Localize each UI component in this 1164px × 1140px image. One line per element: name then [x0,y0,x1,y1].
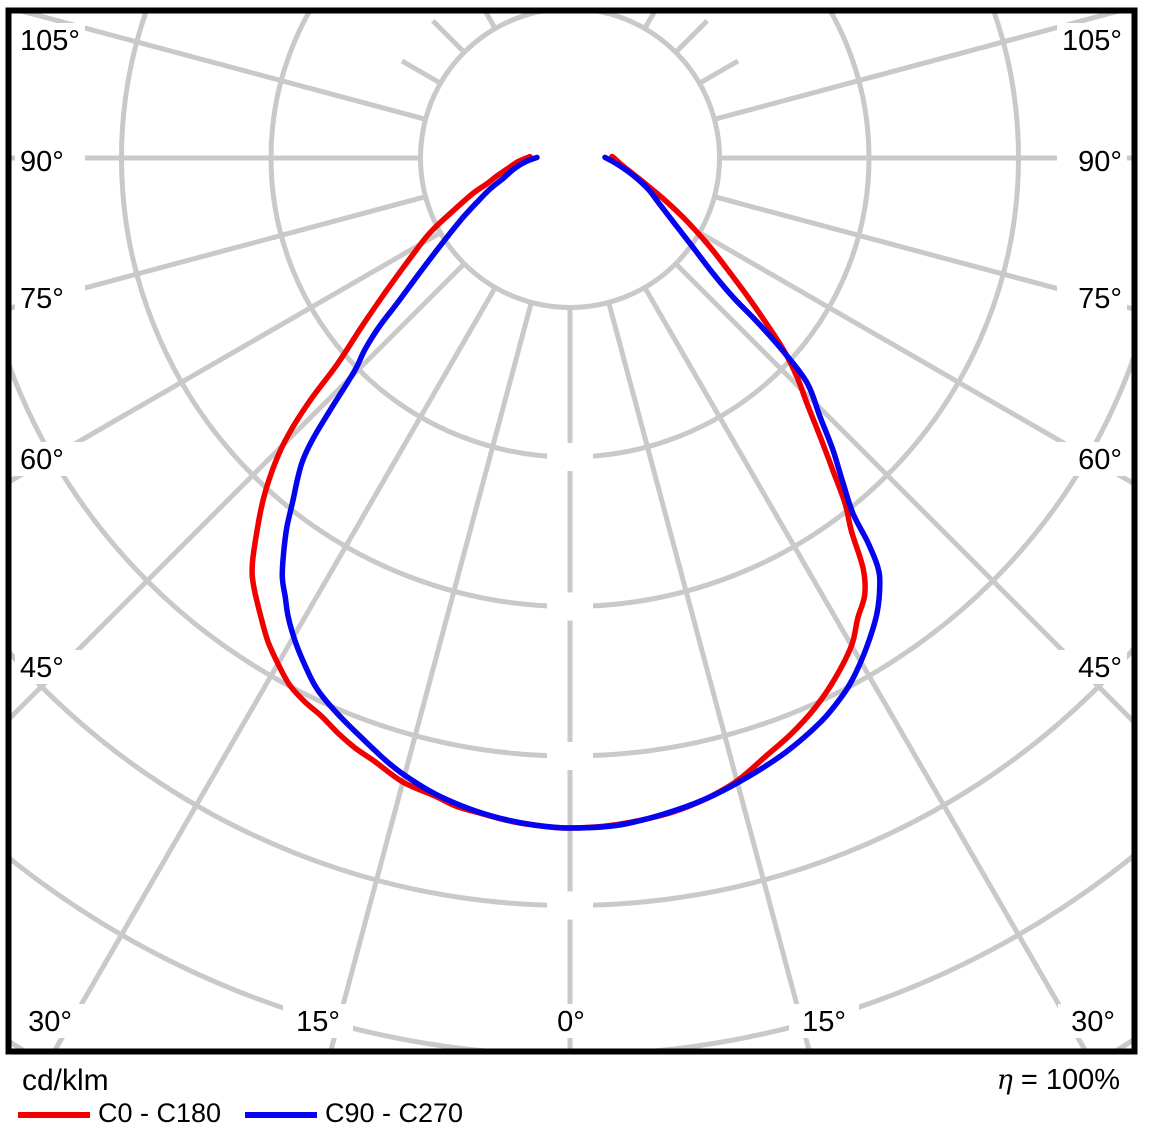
axis-knockouts [547,443,593,920]
angle-label-bg [536,1004,606,1038]
angle-label: 105° [1062,25,1122,57]
angle-label: 60° [20,444,64,476]
angle-label-bg [15,144,85,178]
angle-label-bg [1057,442,1127,476]
eta-symbol: η [996,1065,1013,1096]
angle-label-bg [1057,144,1127,178]
angle-label-bg [1057,650,1127,684]
angle-label-bg [1057,23,1127,57]
axis-knockout [547,592,593,621]
angle-label: 30° [1071,1006,1115,1038]
grid-spoke [606,303,812,1049]
angle-label: 30° [28,1006,72,1038]
angle-label-bg [283,1004,353,1038]
legend-label-c90-c270: C90 - C270 [325,1098,464,1128]
legend: C0 - C180 C90 - C270 [0,1098,1164,1132]
grid-spoke [11,263,465,721]
angle-label: 0° [557,1006,585,1038]
grid-spoke [328,303,534,1049]
grid-tick [699,58,740,85]
angle-label: 105° [20,25,80,57]
grid-ring [418,13,722,310]
angle-label: 15° [802,1006,846,1038]
angle-label-bg [15,1004,85,1038]
angle-label: 45° [20,652,64,684]
grid-spoke [643,287,1088,1049]
grid-spoke [52,287,497,1049]
plot-border [5,7,1138,1055]
curve-c90-c270 [279,154,883,831]
angle-label: 90° [20,146,64,178]
axis-knockout [547,742,593,770]
angle-label: 75° [1078,283,1122,315]
grid-tick [643,13,657,29]
legend-line-c90-c270 [245,1112,317,1118]
unit-label: cd/klm [22,1064,109,1097]
angle-label-bg [1058,1004,1128,1038]
curve-c0-c180 [249,153,868,831]
axis-knockout [547,891,593,920]
grid-spoke [715,13,1121,122]
angle-label-bg [15,442,85,476]
grid-spoke [19,13,425,122]
grid-spoke [715,194,1132,312]
angle-labels: 105° 90° 75° 60° 45° 105° 90° 75° 60° 45° 30° 15° 0°… [15,23,1128,1038]
grid-tick [483,13,497,29]
angle-label-bg [15,650,85,684]
angle-label: 15° [296,1006,340,1038]
legend-line-c0-c180 [18,1112,90,1118]
angle-label: 45° [1078,652,1122,684]
grid-spoke [699,231,1132,486]
grid-spoke [11,231,441,484]
intensity-curves [249,153,883,831]
grid-tick [675,19,709,53]
polar-chart-svg: 105° 90° 75° 60° 45° 105° 90° 75° 60° 45° 30° 15° 0°… [5,7,1138,1055]
grid-tick [431,19,465,53]
grid-spoke [11,194,425,311]
angle-label-bg [15,23,85,57]
angle-label: 75° [20,283,64,315]
grid-tick [400,58,441,85]
legend-label-c0-c180: C0 - C180 [98,1098,222,1128]
efficiency-label: η = 100% [960,1064,1120,1097]
angle-label-bg [15,281,85,315]
angle-label-bg [1057,281,1127,315]
angle-label-bg [789,1004,859,1038]
angle-label: 90° [1078,146,1122,178]
grid-ring [11,354,1132,759]
efficiency-value: = 100% [1012,1064,1120,1096]
angle-label: 60° [1078,444,1122,476]
axis-knockout [547,443,593,471]
